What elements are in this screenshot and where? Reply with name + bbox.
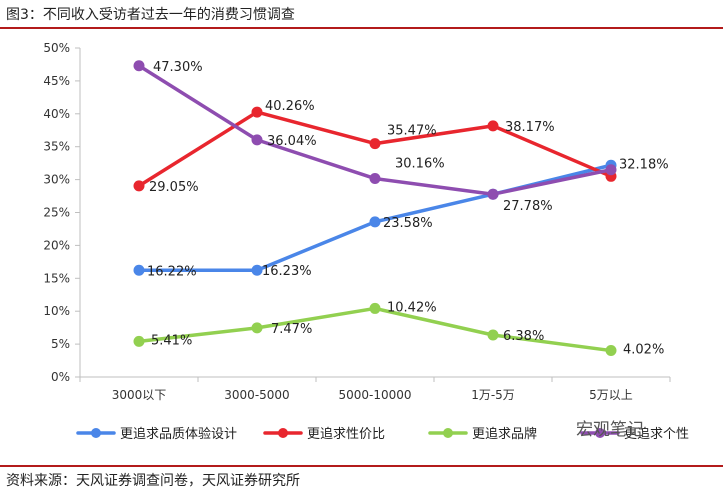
legend-label: 更追求性价比 (307, 426, 385, 442)
data-label: 5.41% (151, 333, 192, 348)
y-tick-label: 25% (43, 206, 70, 220)
bottom-rule (0, 465, 723, 467)
data-label: 47.30% (153, 60, 203, 75)
watermark-text: 宏观笔记 (576, 420, 644, 440)
data-point (251, 264, 263, 276)
data-point (133, 60, 145, 72)
data-point (487, 329, 499, 341)
y-tick-label: 35% (43, 140, 70, 154)
legend-marker (278, 428, 288, 438)
data-point (133, 264, 145, 276)
data-point (251, 106, 263, 118)
data-label: 4.02% (623, 343, 664, 358)
legend-marker (595, 428, 605, 438)
y-tick-label: 15% (43, 271, 70, 285)
y-tick-label: 30% (43, 173, 70, 187)
data-label: 35.47% (387, 124, 437, 139)
legend-marker (443, 428, 453, 438)
data-label: 16.23% (262, 264, 312, 279)
data-label: 36.04% (267, 134, 317, 149)
data-point (487, 120, 499, 132)
data-label: 32.18% (619, 157, 669, 172)
source-note: 资料来源：天风证券调查问卷，天风证券研究所 (6, 473, 300, 489)
data-label: 7.47% (271, 322, 312, 337)
legend-marker (91, 428, 101, 438)
y-tick-label: 20% (43, 238, 70, 252)
data-point (605, 164, 617, 176)
data-label: 29.05% (149, 180, 199, 195)
y-tick-label: 5% (51, 337, 70, 351)
data-point (133, 335, 145, 347)
legend-label: 更追求个性 (624, 426, 689, 442)
x-tick-label: 3000以下 (112, 388, 167, 402)
data-point (605, 345, 617, 357)
data-label: 23.58% (383, 216, 433, 231)
y-tick-label: 50% (43, 41, 70, 55)
data-label: 16.22% (147, 264, 197, 279)
data-point (487, 188, 499, 200)
data-point (251, 322, 263, 334)
data-label: 10.42% (387, 300, 437, 315)
data-point (369, 216, 381, 228)
data-label: 38.17% (505, 120, 555, 135)
x-tick-label: 5000-10000 (338, 388, 411, 402)
x-tick-label: 1万-5万 (471, 388, 515, 402)
data-point (369, 302, 381, 314)
data-label: 30.16% (395, 157, 445, 172)
legend-label: 更追求品牌 (472, 426, 537, 442)
y-tick-label: 40% (43, 107, 70, 121)
data-label: 40.26% (265, 99, 315, 114)
data-label: 27.78% (503, 199, 553, 214)
x-tick-label: 3000-5000 (224, 388, 289, 402)
x-tick-label: 5万以上 (589, 388, 633, 402)
y-tick-label: 0% (51, 370, 70, 384)
data-point (251, 134, 263, 146)
top-rule (0, 27, 723, 29)
y-tick-label: 45% (43, 74, 70, 88)
data-point (369, 173, 381, 185)
legend-label: 更追求品质体验设计 (120, 426, 237, 442)
chart-title: 图3：不同收入受访者过去一年的消费习惯调查 (6, 7, 295, 23)
data-label: 6.38% (503, 329, 544, 344)
data-point (369, 138, 381, 150)
data-point (133, 180, 145, 192)
line-chart: 0% 5% 10% 15% 20% 25% 30% 35% 40% 45% 50% 3000以下 300… (43, 41, 689, 442)
y-tick-label: 10% (43, 304, 70, 318)
